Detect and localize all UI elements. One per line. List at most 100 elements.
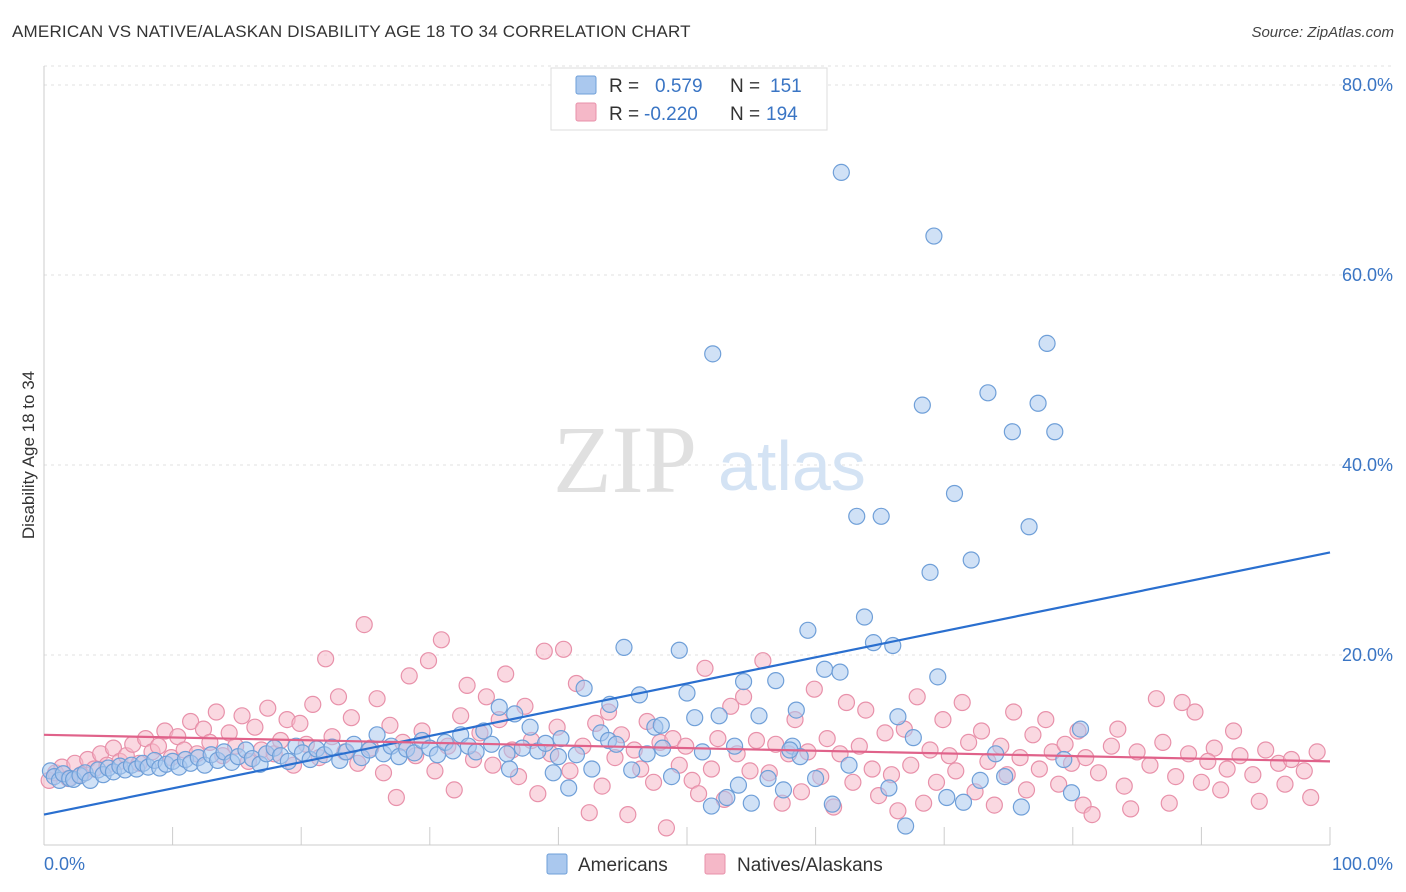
natives-point — [1050, 775, 1068, 793]
natives-point — [1122, 800, 1140, 818]
natives-point — [1192, 773, 1211, 791]
americans-point — [806, 769, 825, 788]
americans-point — [823, 795, 841, 813]
americans-point — [652, 716, 670, 734]
americans-point — [774, 781, 793, 799]
natives-point — [902, 756, 920, 774]
natives-point — [149, 737, 168, 755]
natives-point — [233, 707, 251, 725]
y-tick-label: 40.0% — [1342, 455, 1393, 475]
natives-point — [1141, 756, 1159, 774]
natives-point — [535, 642, 553, 660]
natives-point — [1147, 690, 1165, 708]
legend-r-value-americans: 0.579 — [655, 76, 703, 97]
americans-point — [880, 779, 898, 797]
americans-point — [704, 345, 722, 363]
legend-r-label-natives: R = — [609, 104, 639, 125]
x-tick-marks — [43, 827, 1331, 845]
americans-point — [521, 718, 539, 736]
natives-point — [1212, 781, 1230, 799]
natives-point — [400, 667, 418, 685]
natives-point — [1160, 794, 1178, 812]
natives-point — [477, 688, 495, 706]
natives-point — [484, 756, 502, 774]
americans-point — [567, 746, 586, 764]
natives-point — [927, 773, 946, 791]
natives-trend-line — [43, 733, 1331, 763]
natives-point — [1218, 760, 1236, 778]
americans-point — [759, 769, 777, 788]
trend-lines — [43, 551, 1331, 816]
americans-point — [816, 660, 834, 678]
americans-point — [1046, 423, 1064, 441]
natives-point — [1302, 788, 1320, 807]
americans-point — [913, 396, 931, 414]
natives-point — [792, 783, 811, 801]
natives-point — [1199, 752, 1217, 771]
americans-point — [575, 679, 593, 697]
natives-point — [741, 762, 759, 780]
legend-n-value-natives: 194 — [766, 104, 798, 125]
americans-point — [1029, 394, 1047, 412]
americans-point — [513, 739, 531, 757]
natives-point — [876, 724, 894, 742]
bottom-legend: Americans Natives/Alaskans — [546, 853, 883, 876]
grid-lines — [44, 65, 1393, 656]
natives-point — [1030, 760, 1048, 778]
americans-point — [904, 729, 922, 747]
natives-point — [317, 650, 335, 668]
americans-point — [500, 760, 519, 778]
americans-point — [552, 729, 570, 748]
natives-point — [329, 688, 348, 706]
natives-point — [972, 722, 991, 740]
natives-point — [529, 785, 547, 803]
natives-point — [445, 781, 463, 799]
americans-point — [549, 748, 568, 766]
americans-point — [925, 227, 943, 245]
legend-n-label-americans: N = — [730, 76, 760, 97]
natives-point — [863, 760, 881, 778]
americans-point — [1020, 518, 1038, 536]
americans-point — [405, 744, 423, 762]
natives-point — [889, 802, 907, 820]
natives-point — [458, 676, 476, 695]
natives-point — [1173, 693, 1191, 712]
americans-point — [996, 767, 1014, 786]
natives-point — [985, 796, 1003, 814]
natives-point — [1224, 722, 1243, 740]
americans-point — [638, 745, 656, 763]
americans-point — [475, 722, 493, 740]
americans-point — [742, 794, 760, 812]
americans-point — [623, 761, 641, 779]
watermark-atlas: atlas — [718, 427, 866, 505]
americans-point — [864, 634, 883, 652]
natives-point — [1024, 726, 1042, 744]
natives-point — [1167, 767, 1185, 786]
natives-point — [291, 714, 309, 733]
y-tick-label: 20.0% — [1342, 645, 1393, 665]
americans-trend-line — [43, 551, 1331, 816]
natives-point — [207, 703, 225, 721]
americans-point — [498, 745, 516, 763]
natives-point — [677, 737, 695, 755]
americans-point — [831, 663, 849, 681]
americans-point — [734, 672, 753, 691]
natives-point — [1102, 737, 1120, 755]
americans-point — [767, 672, 785, 690]
legend-n-label-natives: N = — [730, 104, 760, 125]
natives-point — [747, 731, 766, 750]
americans-point — [467, 743, 485, 761]
natives-point — [304, 695, 322, 714]
natives-point — [1128, 743, 1146, 761]
natives-point — [182, 712, 200, 731]
legend-swatch-americans — [575, 75, 597, 95]
y-tick-labels: 20.0% 40.0% 60.0% 80.0% — [1342, 75, 1393, 665]
legend-r-label-americans: R = — [609, 76, 639, 97]
natives-point — [1154, 733, 1172, 752]
legend-box — [550, 67, 828, 131]
americans-point — [560, 779, 578, 797]
americans-point — [693, 743, 712, 761]
natives-point — [1295, 762, 1313, 780]
americans-point — [444, 742, 462, 760]
